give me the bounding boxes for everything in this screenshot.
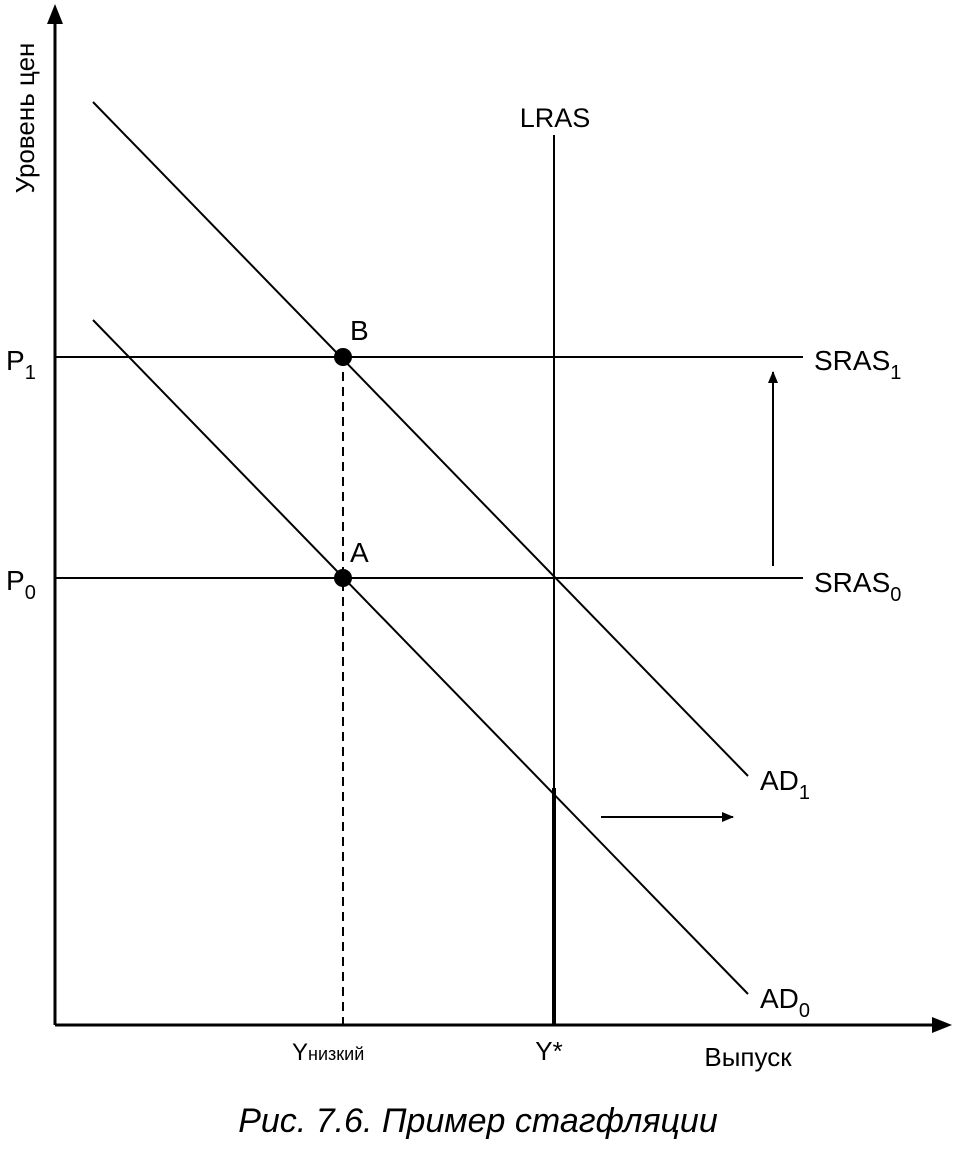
point-a (334, 569, 352, 587)
p0-label: P0 (6, 565, 36, 604)
ad0-curve (92, 319, 749, 995)
ad1-curve (92, 101, 749, 777)
ad1-label: AD1 (760, 765, 810, 804)
sras0-label: SRAS0 (814, 567, 901, 606)
x-axis-label: Выпуск (704, 1042, 792, 1072)
x-axis-arrowhead (932, 1017, 952, 1033)
point-a-label: A (350, 537, 369, 568)
ylow-tick-label: Yнизкий (292, 1039, 364, 1066)
point-b (334, 348, 352, 366)
point-b-label: B (350, 315, 369, 346)
ad0-label: AD0 (760, 983, 810, 1022)
y-axis-arrowhead (47, 4, 63, 24)
sras1-label: SRAS1 (814, 345, 901, 384)
figure-caption: Рис. 7.6. Пример стагфляции (238, 1102, 718, 1140)
y-axis-label: Уровень цен (10, 43, 40, 194)
stagflation-diagram: Уровень цен LRAS SRAS1 SRAS0 P1 P0 AD1 A… (6, 4, 952, 1072)
p1-label: P1 (6, 345, 36, 384)
ystar-tick-label: Y* (535, 1036, 562, 1066)
lras-label: LRAS (520, 103, 591, 133)
